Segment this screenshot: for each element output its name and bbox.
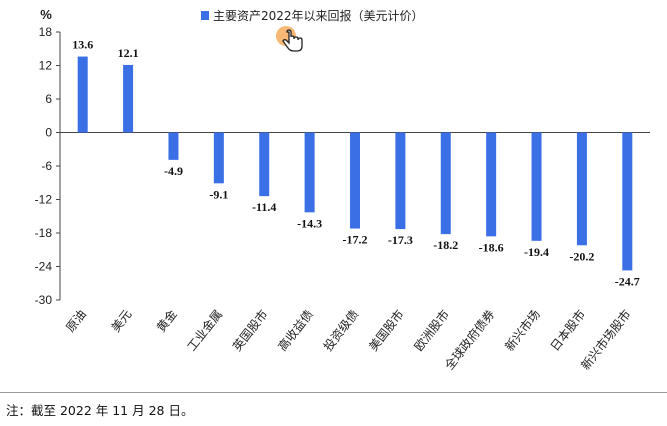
data-label: -17.2 bbox=[343, 233, 368, 247]
category-label: 黄金 bbox=[153, 307, 180, 335]
data-label: -9.1 bbox=[209, 187, 228, 201]
y-tick-label: -30 bbox=[35, 293, 53, 307]
category-label: 投资级债 bbox=[320, 307, 361, 354]
bar bbox=[622, 132, 633, 271]
data-label: -18.2 bbox=[433, 238, 458, 252]
data-label: -4.9 bbox=[164, 164, 183, 178]
chart-legend: 主要资产2022年以来回报（美元计价） bbox=[201, 8, 424, 23]
note-divider bbox=[0, 392, 667, 393]
bar bbox=[486, 132, 497, 237]
category-label: 工业金属 bbox=[184, 307, 225, 354]
footnote: 注：截至 2022 年 11 月 28 日。 bbox=[6, 403, 194, 418]
bar bbox=[259, 132, 270, 197]
category-label: 新兴市场 bbox=[502, 307, 543, 354]
y-tick-label: -24 bbox=[35, 260, 53, 274]
data-label: 13.6 bbox=[72, 38, 93, 52]
y-tick-label: -12 bbox=[35, 193, 53, 207]
bar bbox=[123, 64, 134, 133]
returns-bar-chart: 18 12 6 0 -6 -12 -18 -24 -30% 13.6 12.1 -4.9 -9.1 -1… bbox=[35, 7, 650, 373]
legend-label: 主要资产2022年以来回报（美元计价） bbox=[213, 8, 424, 23]
y-tick-label: 12 bbox=[39, 59, 53, 73]
category-label: 美元 bbox=[109, 307, 135, 335]
data-label: -19.4 bbox=[524, 245, 549, 259]
bar bbox=[576, 132, 587, 246]
bar bbox=[531, 132, 542, 241]
chart-data-labels: 13.6 12.1 -4.9 -9.1 -11.4 -14.3 -17.2 -17.3 -18.… bbox=[72, 38, 640, 289]
bar bbox=[350, 132, 360, 229]
data-label: -14.3 bbox=[297, 216, 322, 230]
y-tick-label: 0 bbox=[45, 126, 52, 140]
category-label: 高收益债 bbox=[275, 307, 316, 354]
data-label: -17.3 bbox=[388, 233, 413, 247]
bar bbox=[440, 132, 451, 235]
bar bbox=[304, 132, 315, 213]
category-label: 英国股市 bbox=[229, 307, 270, 354]
y-tick-label: -18 bbox=[35, 226, 53, 240]
bar bbox=[77, 56, 88, 133]
chart-axes: 18 12 6 0 -6 -12 -18 -24 -30% bbox=[35, 7, 650, 307]
data-label: -18.6 bbox=[479, 240, 504, 254]
category-label: 原油 bbox=[63, 307, 89, 335]
y-axis-unit: % bbox=[40, 7, 52, 22]
data-label: -24.7 bbox=[615, 274, 640, 288]
bar bbox=[395, 132, 406, 230]
y-tick-label: -6 bbox=[41, 159, 52, 173]
data-label: 12.1 bbox=[118, 46, 139, 60]
chart-bars bbox=[77, 56, 633, 271]
hand-pointer-icon bbox=[276, 24, 310, 58]
data-label: -11.4 bbox=[252, 200, 276, 214]
category-label: 美国股市 bbox=[365, 307, 406, 354]
category-label: 日本股市 bbox=[547, 307, 588, 354]
bar bbox=[168, 132, 179, 160]
bar bbox=[213, 132, 224, 184]
y-tick-label: 18 bbox=[39, 25, 53, 39]
data-label: -20.2 bbox=[569, 249, 594, 263]
legend-swatch bbox=[201, 11, 209, 20]
category-label: 欧洲股市 bbox=[411, 307, 452, 354]
y-tick-label: 6 bbox=[45, 92, 52, 106]
